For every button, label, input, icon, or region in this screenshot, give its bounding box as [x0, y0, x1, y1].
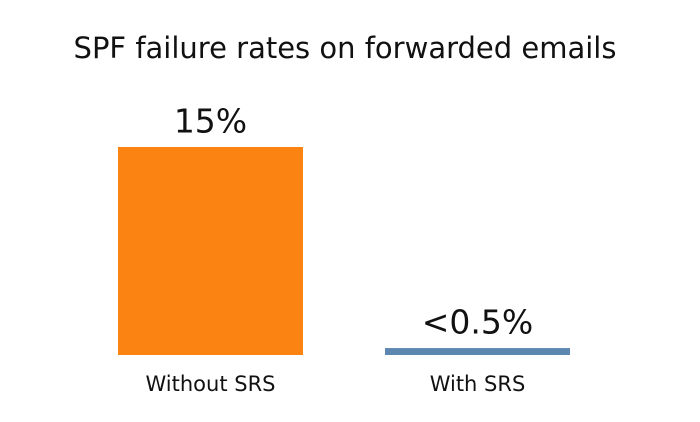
x-tick-label: Without SRS: [146, 372, 276, 396]
value-label: 15%: [174, 102, 247, 141]
bar: [118, 147, 303, 355]
x-tick-label: With SRS: [430, 372, 526, 396]
chart-title: SPF failure rates on forwarded emails: [74, 31, 617, 65]
bar: [385, 348, 570, 355]
value-label: <0.5%: [422, 303, 534, 342]
